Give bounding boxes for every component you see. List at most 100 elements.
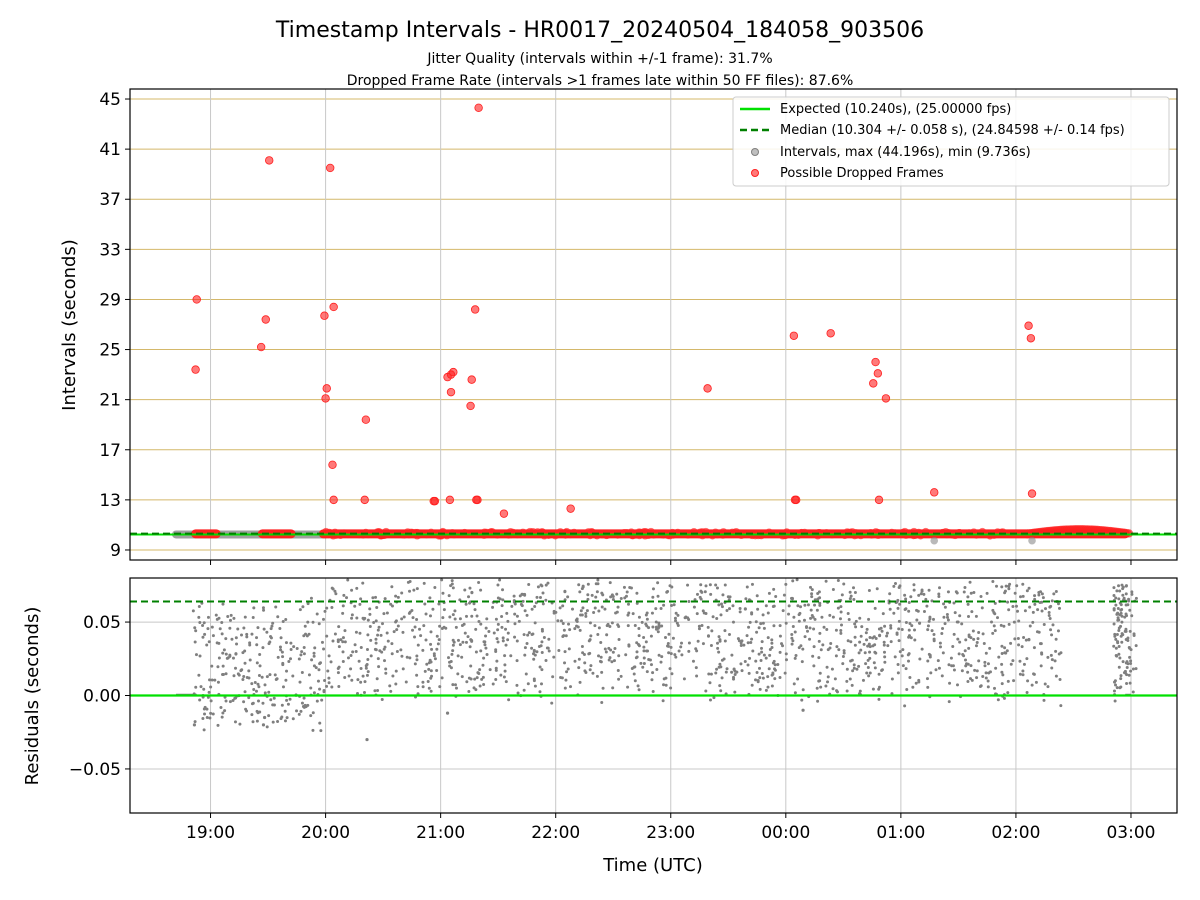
residual-point xyxy=(656,630,660,634)
residual-point xyxy=(750,637,754,641)
residual-point xyxy=(1120,620,1124,624)
residual-point xyxy=(353,604,357,608)
residual-point xyxy=(494,666,498,670)
residual-point xyxy=(220,632,224,636)
residual-point xyxy=(976,637,980,641)
residual-point xyxy=(384,671,388,675)
residual-point xyxy=(784,621,788,625)
residual-point xyxy=(205,643,209,647)
residual-point xyxy=(383,597,387,601)
residual-point xyxy=(364,666,368,670)
residual-point xyxy=(764,688,768,692)
x-tick-label: 00:00 xyxy=(761,823,810,843)
residual-point xyxy=(250,632,254,636)
residual-point xyxy=(415,658,419,662)
residual-point xyxy=(512,594,516,598)
residual-point xyxy=(374,641,378,645)
residual-point xyxy=(952,668,956,672)
residual-point xyxy=(368,607,372,611)
residual-point xyxy=(515,659,519,663)
residual-point xyxy=(297,712,301,716)
residual-point xyxy=(301,605,305,609)
residual-point xyxy=(914,681,918,685)
residual-point xyxy=(540,650,544,654)
residual-point xyxy=(926,628,930,632)
residual-point xyxy=(972,590,976,594)
residual-point xyxy=(581,584,585,588)
residual-point xyxy=(478,668,482,672)
residual-point xyxy=(852,666,856,670)
residual-point xyxy=(1119,674,1123,678)
residual-point xyxy=(969,664,973,668)
residual-point xyxy=(1034,680,1038,684)
residual-point xyxy=(664,683,668,687)
residual-point xyxy=(394,669,398,673)
residual-point xyxy=(377,665,381,669)
residual-point xyxy=(793,656,797,660)
residual-point xyxy=(224,652,228,656)
residual-point xyxy=(456,654,460,658)
residual-point xyxy=(614,611,618,615)
residual-point xyxy=(686,616,690,620)
residual-point xyxy=(429,669,433,673)
residual-point xyxy=(464,614,468,618)
residual-point xyxy=(903,704,907,708)
residual-point xyxy=(649,663,653,667)
residual-point xyxy=(317,668,321,672)
residual-point xyxy=(262,608,266,612)
residual-point xyxy=(484,626,488,630)
residual-point xyxy=(747,625,751,629)
residual-point xyxy=(1128,655,1132,659)
residual-point xyxy=(366,670,370,674)
residual-point xyxy=(341,650,345,654)
residual-point xyxy=(963,585,967,589)
residual-point xyxy=(533,684,537,688)
residual-point xyxy=(1113,699,1117,703)
residual-point xyxy=(955,620,959,624)
residual-point xyxy=(503,669,507,673)
residual-point xyxy=(1059,704,1063,708)
residual-point xyxy=(392,630,396,634)
intervals-ytick-label: 9 xyxy=(110,541,121,561)
residual-point xyxy=(581,606,585,610)
residual-point xyxy=(364,664,368,668)
residual-point xyxy=(1112,586,1116,590)
residual-point xyxy=(524,672,528,676)
residual-point xyxy=(263,691,267,695)
residual-point xyxy=(829,641,833,645)
residual-point xyxy=(762,626,766,630)
residual-point xyxy=(194,685,198,689)
residual-point xyxy=(194,653,198,657)
residual-point xyxy=(503,654,507,658)
residual-point xyxy=(925,677,929,681)
residual-point xyxy=(669,686,673,690)
residual-point xyxy=(958,614,962,618)
residual-point xyxy=(603,607,607,611)
residual-point xyxy=(797,646,801,650)
residual-point xyxy=(877,672,881,676)
residual-point xyxy=(988,646,992,650)
residual-point xyxy=(967,646,971,650)
residual-point xyxy=(743,607,747,611)
residual-point xyxy=(361,616,365,620)
residual-point xyxy=(909,595,913,599)
dropped-frame-point xyxy=(321,394,330,403)
residual-point xyxy=(984,671,988,675)
residual-point xyxy=(1125,666,1129,670)
residual-point xyxy=(1018,659,1022,663)
residual-point xyxy=(960,622,964,626)
residual-point xyxy=(890,677,894,681)
residual-point xyxy=(210,678,214,682)
residual-point xyxy=(674,655,678,659)
residual-point xyxy=(802,618,806,622)
residual-point xyxy=(1017,643,1021,647)
residual-point xyxy=(1007,608,1011,612)
residual-point xyxy=(908,621,912,625)
residual-point xyxy=(504,643,508,647)
residual-point xyxy=(473,608,477,612)
residual-point xyxy=(366,633,370,637)
residual-point xyxy=(723,583,727,587)
residual-point xyxy=(982,642,986,646)
residual-point xyxy=(1124,629,1128,633)
